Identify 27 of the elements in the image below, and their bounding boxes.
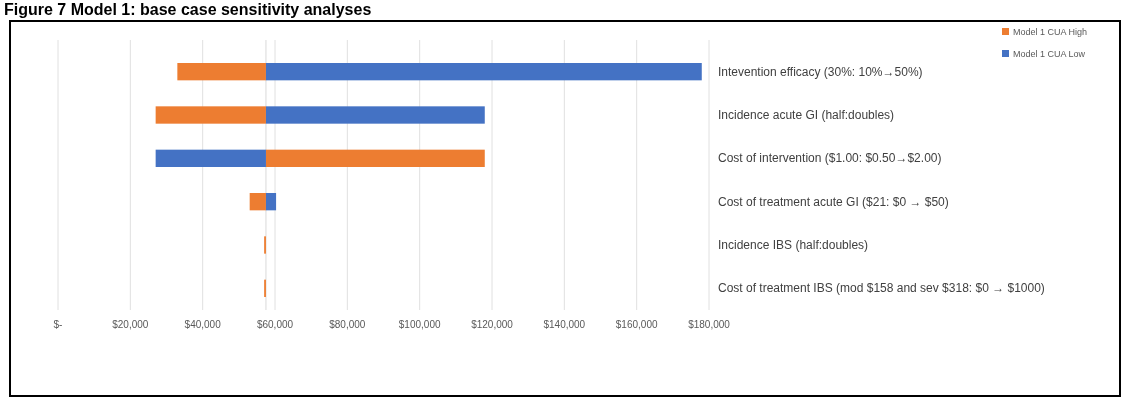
x-tick-label: $180,000 bbox=[688, 319, 731, 330]
bar bbox=[265, 63, 702, 81]
x-tick-label: $120,000 bbox=[471, 319, 514, 330]
x-tick-label: $140,000 bbox=[543, 319, 586, 330]
legend-label: Model 1 CUA High bbox=[1013, 27, 1088, 37]
x-tick-label: $80,000 bbox=[329, 319, 366, 330]
y-tick-label: Cost of treatment acute GI ($21: $0 → $50) bbox=[718, 194, 949, 209]
legend-label: Model 1 CUA Low bbox=[1013, 49, 1086, 59]
x-tick-label: $- bbox=[53, 319, 63, 330]
bar bbox=[265, 193, 277, 211]
y-tick-label: Incidence acute GI (half:doubles) bbox=[718, 108, 895, 122]
chart-title: Figure 7 Model 1: base case sensitivity analyses bbox=[4, 1, 372, 18]
bar bbox=[155, 106, 266, 124]
y-tick-label: Cost of treatment IBS (mod $158 and sev $318: $0 → $1000) bbox=[718, 281, 1045, 296]
x-tick-label: $100,000 bbox=[398, 319, 441, 330]
bar bbox=[155, 149, 266, 167]
bar bbox=[265, 149, 485, 167]
x-tick-label: $60,000 bbox=[256, 319, 294, 330]
bar bbox=[265, 106, 485, 124]
bar bbox=[177, 63, 266, 81]
x-tick-label: $160,000 bbox=[615, 319, 658, 330]
y-tick-label: Intevention efficacy (30%: 10%→50%) bbox=[718, 64, 923, 79]
x-tick-label: $20,000 bbox=[112, 319, 149, 330]
y-tick-label: Cost of intervention ($1.00: $0.50→$2.00) bbox=[718, 151, 942, 166]
bar bbox=[249, 193, 266, 211]
x-tick-label: $40,000 bbox=[184, 319, 222, 330]
y-tick-label: Incidence IBS (half:doubles) bbox=[718, 238, 869, 252]
